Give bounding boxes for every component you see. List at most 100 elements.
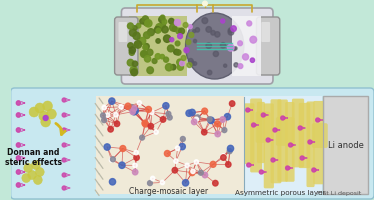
Circle shape (169, 18, 174, 24)
Circle shape (155, 54, 160, 59)
Circle shape (174, 49, 179, 55)
Circle shape (156, 39, 160, 43)
Circle shape (220, 117, 226, 122)
Circle shape (207, 70, 212, 75)
Circle shape (150, 110, 154, 115)
Circle shape (199, 170, 203, 175)
Circle shape (147, 49, 153, 56)
Circle shape (29, 107, 39, 117)
Text: Li anode: Li anode (328, 140, 364, 150)
Circle shape (144, 32, 150, 39)
Circle shape (167, 115, 172, 120)
Circle shape (134, 41, 142, 48)
Circle shape (194, 160, 199, 164)
FancyBboxPatch shape (270, 99, 282, 183)
Text: Flat Li deposit: Flat Li deposit (317, 191, 361, 196)
Circle shape (208, 117, 214, 124)
Circle shape (131, 106, 137, 111)
Text: Donnan and
steric effects: Donnan and steric effects (4, 148, 61, 167)
Circle shape (128, 43, 133, 48)
Circle shape (131, 109, 137, 115)
Circle shape (189, 109, 195, 116)
Circle shape (147, 181, 152, 186)
FancyBboxPatch shape (313, 101, 324, 184)
Circle shape (156, 28, 161, 33)
Circle shape (130, 109, 135, 115)
Circle shape (160, 180, 165, 185)
Circle shape (213, 51, 218, 57)
Circle shape (35, 103, 45, 113)
Circle shape (141, 51, 147, 57)
Circle shape (206, 43, 212, 49)
Circle shape (224, 64, 227, 67)
Circle shape (142, 120, 148, 126)
Circle shape (243, 54, 249, 60)
Circle shape (132, 61, 138, 66)
Circle shape (221, 19, 225, 23)
Circle shape (101, 113, 105, 118)
Circle shape (188, 58, 193, 64)
Circle shape (286, 166, 289, 170)
Circle shape (189, 170, 195, 176)
Circle shape (31, 160, 40, 170)
FancyBboxPatch shape (257, 102, 265, 163)
Circle shape (109, 179, 116, 185)
FancyBboxPatch shape (285, 102, 295, 182)
FancyBboxPatch shape (299, 103, 310, 168)
FancyBboxPatch shape (250, 98, 262, 172)
Circle shape (281, 116, 285, 120)
Circle shape (213, 180, 218, 186)
Circle shape (162, 19, 167, 24)
Circle shape (234, 63, 238, 67)
Circle shape (128, 23, 134, 29)
Circle shape (193, 30, 196, 33)
Circle shape (114, 121, 120, 127)
Circle shape (224, 114, 230, 120)
Circle shape (221, 155, 226, 160)
Circle shape (133, 32, 140, 40)
Circle shape (139, 37, 146, 44)
Circle shape (160, 117, 166, 122)
Circle shape (105, 113, 110, 117)
Circle shape (238, 64, 243, 69)
Circle shape (130, 66, 137, 74)
Circle shape (308, 140, 312, 144)
Circle shape (171, 64, 176, 70)
Circle shape (129, 105, 134, 110)
Circle shape (231, 26, 236, 31)
FancyBboxPatch shape (255, 112, 270, 143)
Circle shape (228, 29, 234, 35)
Circle shape (137, 101, 141, 105)
Circle shape (62, 173, 66, 177)
Circle shape (165, 64, 172, 71)
Circle shape (166, 111, 171, 116)
Circle shape (16, 143, 21, 147)
Circle shape (141, 50, 147, 57)
Circle shape (172, 26, 177, 31)
Circle shape (43, 101, 52, 111)
Circle shape (132, 169, 138, 175)
Circle shape (148, 123, 154, 129)
Circle shape (168, 45, 174, 52)
Circle shape (193, 39, 197, 43)
Circle shape (16, 128, 21, 132)
Text: Charge-mosaic layer: Charge-mosaic layer (129, 187, 209, 196)
Circle shape (190, 61, 194, 66)
Circle shape (163, 57, 169, 62)
FancyBboxPatch shape (276, 117, 295, 146)
Circle shape (109, 158, 114, 162)
Circle shape (62, 98, 66, 102)
Circle shape (175, 41, 180, 46)
FancyBboxPatch shape (292, 99, 304, 167)
Circle shape (221, 154, 226, 158)
FancyArrowPatch shape (56, 123, 65, 135)
Circle shape (169, 24, 177, 31)
FancyBboxPatch shape (261, 22, 270, 42)
Circle shape (119, 162, 125, 168)
Circle shape (34, 176, 42, 184)
Circle shape (162, 26, 168, 33)
Circle shape (186, 110, 192, 116)
Circle shape (259, 170, 263, 174)
Circle shape (132, 107, 138, 114)
FancyBboxPatch shape (122, 8, 273, 84)
